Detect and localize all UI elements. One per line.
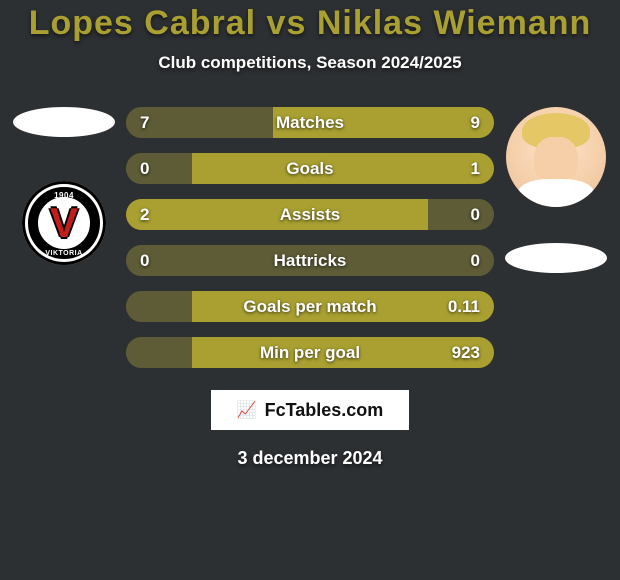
stat-bar: Goals per match0.11 xyxy=(126,291,494,322)
bar-segment-right xyxy=(273,107,494,138)
page-title: Lopes Cabral vs Niklas Wiemann xyxy=(0,0,620,43)
bar-segment-left xyxy=(126,245,310,276)
bar-segment-left xyxy=(126,199,428,230)
bar-segment-left xyxy=(126,107,273,138)
avatar-shirt xyxy=(518,179,594,207)
bar-segment-left xyxy=(126,291,192,322)
stat-bar: Goals01 xyxy=(126,153,494,184)
right-player-avatar xyxy=(506,107,606,207)
bar-segment-right xyxy=(192,291,494,322)
badge-letter: V xyxy=(50,202,78,244)
stat-bar: Hattricks00 xyxy=(126,245,494,276)
chart-icon: 📈 xyxy=(237,400,257,420)
left-player-column: 1904 V VIKTORIA xyxy=(0,107,120,368)
bar-segment-right xyxy=(192,153,494,184)
badge-club-name: VIKTORIA xyxy=(45,250,82,257)
stat-bar: Matches79 xyxy=(126,107,494,138)
stat-bars: Matches79 Goals01 Assists20 Hattricks00 Goal… xyxy=(120,107,500,368)
comparison-infographic: Lopes Cabral vs Niklas Wiemann Club comp… xyxy=(0,0,620,580)
stat-bar: Min per goal923 xyxy=(126,337,494,368)
page-subtitle: Club competitions, Season 2024/2025 xyxy=(0,53,620,73)
bar-segment-left xyxy=(126,153,192,184)
stat-bar: Assists20 xyxy=(126,199,494,230)
bar-segment-left xyxy=(126,337,192,368)
left-club-badge: 1904 V VIKTORIA xyxy=(22,181,106,265)
footer-brand-text: FcTables.com xyxy=(265,400,384,421)
bar-segment-right xyxy=(310,245,494,276)
left-player-avatar-placeholder xyxy=(13,107,115,137)
footer-brand-box: 📈 FcTables.com xyxy=(207,386,413,434)
right-club-placeholder xyxy=(505,243,607,273)
footer-date: 3 december 2024 xyxy=(0,448,620,469)
main-row: 1904 V VIKTORIA Matches79 Goals01 Assists2… xyxy=(0,107,620,368)
bar-segment-right xyxy=(428,199,494,230)
bar-segment-right xyxy=(192,337,494,368)
right-player-column xyxy=(500,107,620,368)
